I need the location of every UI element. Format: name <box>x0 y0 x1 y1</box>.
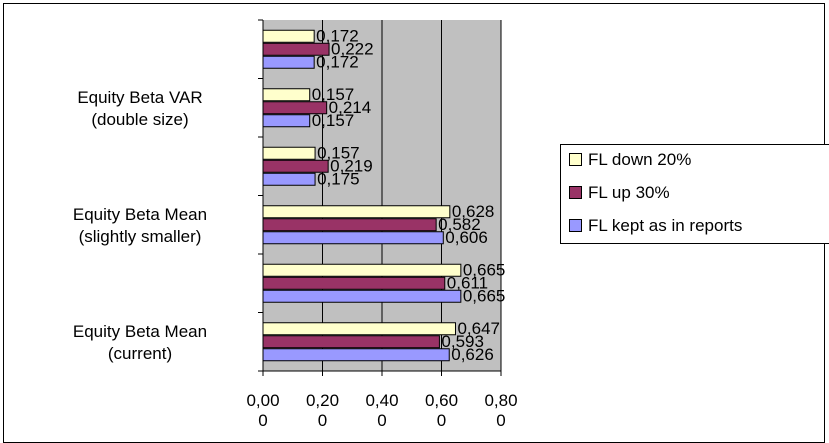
x-tick-label: 0 <box>496 411 505 430</box>
data-label: 0,611 <box>447 273 488 292</box>
legend-label: FL kept as in reports <box>588 216 743 235</box>
legend-swatch <box>569 186 582 200</box>
bar <box>262 146 316 160</box>
x-tick-label: 0,80 <box>484 391 517 410</box>
bar <box>262 276 446 290</box>
bar <box>262 322 456 336</box>
data-label: 0,628 <box>452 202 495 221</box>
x-tick-label: 0,00 <box>246 391 279 410</box>
data-label: 0,157 <box>317 143 360 162</box>
x-tick-label: 0 <box>318 411 327 430</box>
bar <box>262 335 440 349</box>
data-label: 0,582 <box>438 215 481 234</box>
bar <box>262 289 462 303</box>
data-label: 0,606 <box>445 228 488 247</box>
legend-swatch <box>569 153 582 167</box>
x-tick-label: 0,40 <box>365 391 398 410</box>
category-label: Equity Beta Mean <box>73 205 207 224</box>
legend-label: FL down 20% <box>588 150 692 169</box>
legend-item-fl-kept: FL kept as in reports <box>569 215 742 237</box>
data-label: 0,647 <box>457 319 500 338</box>
data-label: 0,626 <box>451 345 494 364</box>
bar <box>262 263 462 277</box>
bar <box>262 218 437 232</box>
data-label: 0,593 <box>441 332 484 351</box>
legend-item-fl-down: FL down 20% <box>569 149 691 171</box>
data-label: 0,665 <box>463 260 506 279</box>
data-label: 0,665 <box>463 286 506 305</box>
bar <box>262 172 316 186</box>
legend: FL down 20% FL up 30% FL kept as in repo… <box>560 144 829 244</box>
bar <box>262 348 450 362</box>
x-tick-label: 0,60 <box>425 391 458 410</box>
bar <box>262 114 311 128</box>
x-tick-label: 0 <box>377 411 386 430</box>
data-label: 0,214 <box>329 98 372 117</box>
bar <box>262 88 311 102</box>
category-label: (slightly smaller) <box>79 227 202 246</box>
bar <box>262 55 315 69</box>
data-label: 0,172 <box>316 52 359 71</box>
data-label: 0,175 <box>317 169 360 188</box>
category-label: Equity Beta Mean <box>73 322 207 341</box>
x-tick-label: 0 <box>258 411 267 430</box>
category-label: (double size) <box>91 110 188 129</box>
category-label: Equity Beta VAR <box>77 88 202 107</box>
legend-label: FL up 30% <box>588 183 670 202</box>
data-label: 0,157 <box>312 111 355 130</box>
data-label: 0,219 <box>330 156 373 175</box>
bar <box>262 29 315 43</box>
legend-swatch <box>569 219 582 233</box>
bar <box>262 231 444 245</box>
legend-item-fl-up: FL up 30% <box>569 182 670 204</box>
x-tick-label: 0,20 <box>306 391 339 410</box>
data-label: 0,172 <box>316 26 359 45</box>
bar <box>262 205 451 219</box>
data-label: 0,222 <box>331 39 374 58</box>
category-label: (current) <box>108 344 172 363</box>
data-label: 0,157 <box>312 85 355 104</box>
x-tick-label: 0 <box>437 411 446 430</box>
